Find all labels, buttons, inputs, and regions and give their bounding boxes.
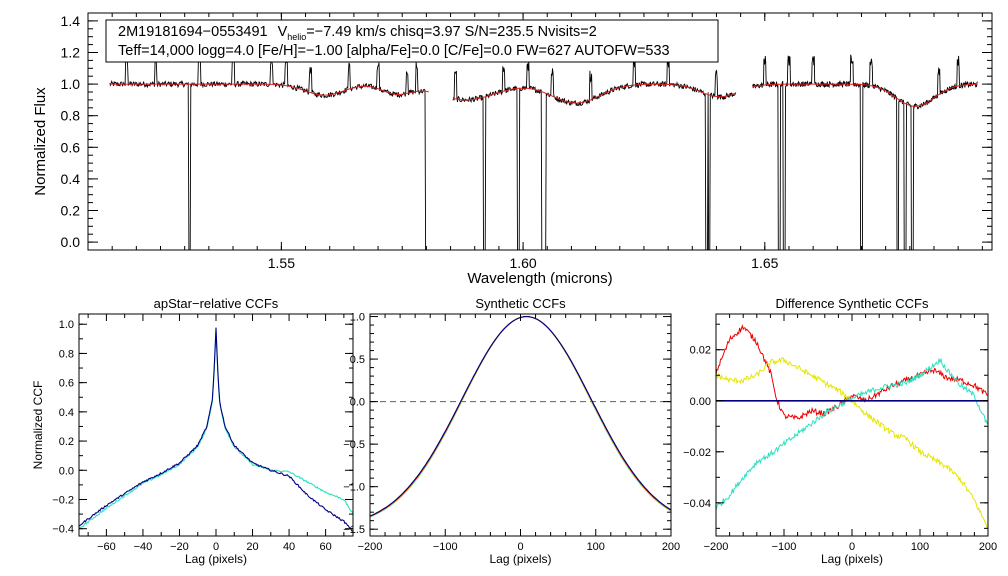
y-tick-label: 0.2: [61, 203, 81, 219]
synthetic-ccf-template-A: [370, 316, 671, 518]
model-spectrum-chip-2: [452, 83, 736, 104]
x-tick-label: −100: [433, 541, 458, 553]
y-tick-label: 1.0: [59, 319, 74, 331]
panel-title: apStar−relative CCFs: [154, 296, 279, 311]
panel-frame: [369, 313, 672, 537]
panel-frame: [78, 313, 354, 537]
x-axis-label: Lag (pixels): [489, 552, 551, 566]
y-tick-label: 0.4: [59, 407, 74, 419]
y-tick-label: 0.5: [350, 354, 365, 366]
difference-ccf-yellow: [716, 357, 988, 530]
y-tick-label: −0.4: [52, 524, 74, 536]
panel-title: Difference Synthetic CCFs: [776, 296, 929, 311]
y-tick-label: 1.4: [61, 13, 81, 29]
x-tick-label: −100: [772, 541, 797, 553]
synthetic-ccf-panel: −200 −100 0 100 200 −1.5 −1.0 −0.5 0.0 0.5 1.0 Synt…: [343, 296, 680, 566]
y-tick-label: 0.0: [59, 465, 74, 477]
x-tick-label: −60: [97, 541, 116, 553]
x-tick-label: −200: [704, 541, 729, 553]
y-tick-label: 0.0: [61, 234, 81, 250]
x-tick-label: 0: [213, 541, 219, 553]
observed-spectrum-chip-1: [109, 55, 429, 251]
star-id: 2M19181694−0553491: [118, 24, 268, 40]
x-tick-label: 60: [319, 541, 331, 553]
y-tick-label: 0.4: [61, 171, 81, 187]
x-axis-label: Lag (pixels): [185, 552, 247, 566]
x-tick-label: −20: [170, 541, 189, 553]
x-tick-label: 200: [662, 541, 680, 553]
x-axis-label: Lag (pixels): [821, 552, 883, 566]
y-tick-label: −1.5: [343, 524, 365, 536]
x-tick-label: 1.60: [509, 255, 536, 271]
spectrum-data: [109, 54, 978, 251]
plot-area: [716, 324, 988, 530]
x-tick-label: 100: [587, 541, 605, 553]
x-axis-label: Wavelength (microns): [467, 270, 612, 287]
synthetic-ccf-template-B: [370, 316, 671, 518]
x-tick-label: 1.55: [268, 255, 295, 271]
y-tick-label: −1.0: [343, 482, 365, 494]
y-tick-label: 0.2: [59, 436, 74, 448]
spectrum-panel: 1.55 1.60 1.65 0.0 0.2 0.4 0.6 0.8 1.0 1.2 1.4 Wave…: [32, 12, 993, 287]
y-tick-label: −0.04: [683, 498, 711, 510]
info-box: [105, 19, 719, 63]
y-tick-label: 0.02: [690, 345, 711, 357]
difference-ccf-panel: −200 −100 0 100 200 −0.04 −0.02 0.00 0.02 Differe…: [683, 296, 997, 566]
x-tick-label: 0: [849, 541, 855, 553]
model-spectrum-chip-3: [752, 83, 978, 107]
ccf-line-visit-1: [79, 327, 353, 532]
difference-ccf-cyan: [716, 358, 988, 510]
y-tick-label: −0.2: [52, 494, 74, 506]
spectrum-axes: 1.55 1.60 1.65 0.0 0.2 0.4 0.6 0.8 1.0 1.2 1.4 Wave…: [32, 13, 992, 287]
y-tick-label: −0.5: [343, 439, 365, 451]
y-tick-label: 0.8: [61, 108, 81, 124]
y-tick-label: 0.6: [59, 378, 74, 390]
info-line-1: 2M19181694−0553491 Vhelio=−7.49 km/s chis…: [118, 24, 597, 42]
x-tick-label: 1.65: [751, 255, 778, 271]
y-tick-label: 0.0: [350, 397, 365, 409]
x-tick-label: 200: [979, 541, 997, 553]
difference-ccf-red: [716, 324, 988, 421]
panel-title: Synthetic CCFs: [475, 296, 566, 311]
x-tick-label: 0: [517, 541, 523, 553]
y-tick-label: 1.0: [350, 312, 365, 324]
info-line-2: Teff=14,000 logg=4.0 [Fe/H]=−1.00 [alpha…: [118, 43, 670, 59]
y-tick-label: 1.0: [61, 76, 81, 92]
plot-area: [79, 327, 353, 532]
synthetic-ccf-template-D: [370, 316, 671, 517]
y-tick-label: 0.00: [690, 396, 711, 408]
y-tick-label: −0.02: [683, 447, 711, 459]
y-axis-label: Normalized CCF: [31, 381, 45, 470]
panel-frame: [715, 313, 989, 537]
y-tick-label: 0.6: [61, 139, 81, 155]
synthetic-ccf-template-C: [370, 316, 671, 517]
x-tick-label: −200: [358, 541, 383, 553]
observed-spectrum-chip-2: [452, 57, 737, 251]
vhelio-symbol: V: [278, 24, 288, 40]
vhelio-subscript: helio: [287, 32, 306, 42]
observed-spectrum-chip-3: [752, 54, 978, 251]
model-spectrum-chip-1: [109, 83, 429, 96]
x-tick-label: 100: [911, 541, 929, 553]
x-tick-label: 20: [246, 541, 258, 553]
x-tick-label: 40: [283, 541, 295, 553]
apstar-ccf-panel: −60 −40 −20 0 20 40 60 −0.4 −0.2 0.0 0.2 0.4 0.6 0.8 1…: [31, 296, 354, 566]
y-axis-label: Normalized Flux: [32, 87, 49, 196]
x-tick-label: −40: [134, 541, 153, 553]
y-tick-label: 0.8: [59, 348, 74, 360]
plot-area: [370, 316, 671, 518]
info-line-1-values: =−7.49 km/s chisq=3.97 S/N=235.5 Nvisits…: [306, 24, 597, 40]
y-tick-label: 1.2: [61, 45, 81, 61]
